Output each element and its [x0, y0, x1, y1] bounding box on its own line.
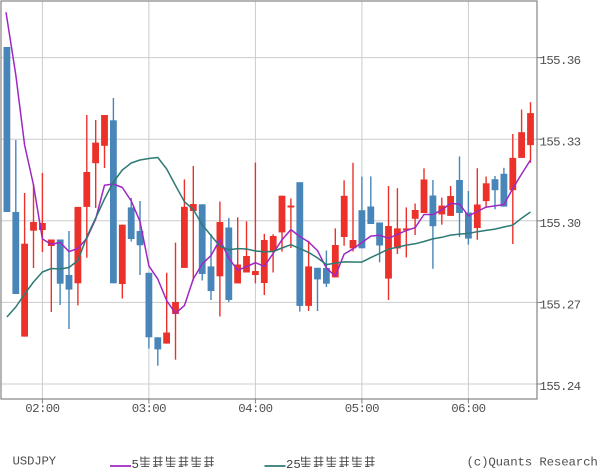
svg-text:02:00: 02:00 — [25, 402, 59, 416]
svg-text:155.36: 155.36 — [540, 54, 581, 68]
svg-text:155.30: 155.30 — [540, 217, 581, 231]
svg-text:USDJPY: USDJPY — [13, 455, 57, 469]
svg-text:155.24: 155.24 — [540, 380, 581, 394]
svg-text:06:00: 06:00 — [451, 402, 485, 416]
svg-text:(c)Quants Research: (c)Quants Research — [467, 456, 598, 470]
svg-text:155.33: 155.33 — [540, 136, 581, 150]
svg-text:155.27: 155.27 — [540, 299, 581, 313]
svg-text:25: 25 — [286, 458, 301, 472]
svg-text:03:00: 03:00 — [132, 402, 166, 416]
svg-text:05:00: 05:00 — [345, 402, 379, 416]
svg-text:5: 5 — [132, 458, 139, 472]
svg-text:04:00: 04:00 — [238, 402, 272, 416]
